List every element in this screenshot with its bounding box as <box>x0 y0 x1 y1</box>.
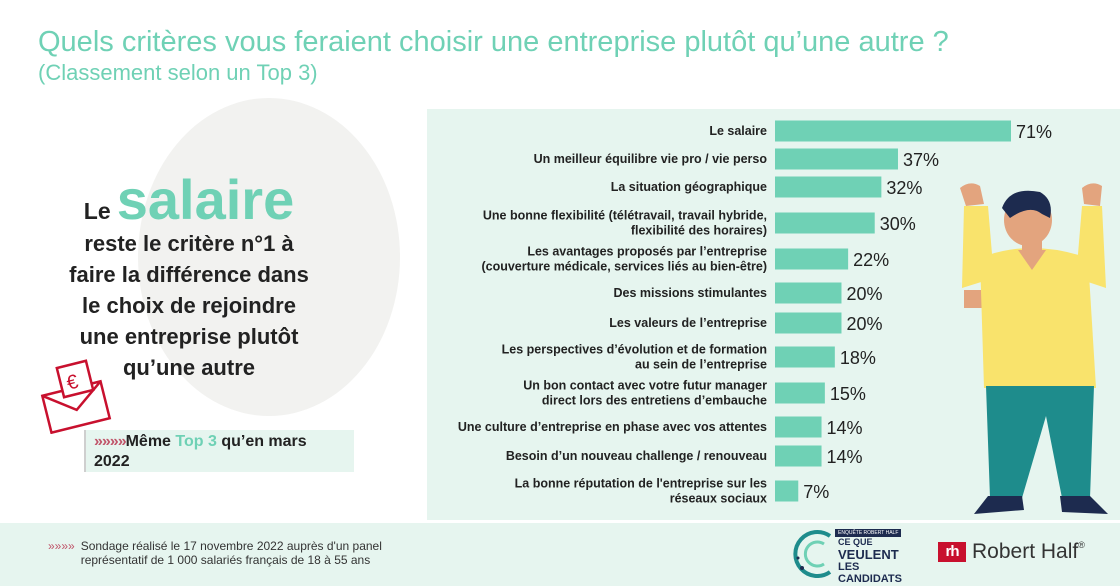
background-blob <box>138 98 400 416</box>
data-label: 37% <box>903 150 939 170</box>
cqvlc-line: CE QUE <box>838 537 873 547</box>
data-label: 15% <box>830 384 866 404</box>
data-label: 71% <box>1016 122 1052 142</box>
headline-lead: Le <box>83 198 111 224</box>
cqvlc-badge: ENQUÊTE ROBERT HALF <box>835 529 902 537</box>
callout-highlight: Top 3 <box>175 433 217 450</box>
headline-line: faire la différence dans <box>69 262 309 287</box>
data-label: 20% <box>846 284 882 304</box>
headline: Le salaire reste le critère n°1 à faire … <box>30 172 348 383</box>
bar <box>775 312 842 334</box>
cqvlc-arc-icon <box>793 530 832 578</box>
headline-line: reste le critère n°1 à <box>84 231 294 256</box>
headline-line: qu’une autre <box>122 355 255 380</box>
headline-keyword: salaire <box>116 168 295 231</box>
category-label: réseaux sociaux <box>670 492 767 506</box>
category-label: Une culture d’entreprise en phase avec v… <box>458 420 767 434</box>
callout-text: qu’en mars <box>216 433 307 450</box>
cqvlc-line: VEULENT <box>838 547 899 562</box>
category-label: Besoin d’un nouveau challenge / renouvea… <box>506 449 767 463</box>
bar-chart: Le salaire 71% Un meilleur équilibre vie p… <box>427 109 1120 520</box>
category-label: Un meilleur équilibre vie pro / vie pers… <box>534 152 768 166</box>
bar <box>775 445 822 467</box>
bar-chart-svg: Le salaire 71% Un meilleur équilibre vie p… <box>458 120 1052 506</box>
footnote-line: Sondage réalisé le 17 novembre 2022 aupr… <box>80 539 382 553</box>
category-label: Des missions stimulantes <box>613 286 767 300</box>
bar <box>775 346 835 368</box>
category-label: Un bon contact avec votre futur manager <box>523 379 767 393</box>
category-label: Les avantages proposés par l’entreprise <box>527 245 767 259</box>
bar <box>775 416 822 438</box>
data-label: 30% <box>880 214 916 234</box>
bar <box>775 212 875 234</box>
double-chevron-arrows-icon: »»»» <box>94 433 127 450</box>
data-label: 18% <box>840 348 876 368</box>
callout-text: Même <box>125 433 176 450</box>
data-label: 20% <box>846 314 882 334</box>
headline-line: une entreprise plutôt <box>79 324 299 349</box>
data-label: 32% <box>886 178 922 198</box>
rh-registered: ® <box>1078 540 1085 550</box>
bar <box>775 248 849 270</box>
footer-bar <box>0 521 1120 586</box>
data-label: 22% <box>853 250 889 270</box>
category-label: (couverture médicale, services liés au b… <box>481 260 767 274</box>
callout-year: 2022 <box>94 453 130 470</box>
bar <box>775 480 799 502</box>
bar <box>775 282 842 304</box>
bar <box>775 120 1011 142</box>
headline-line: le choix de rejoindre <box>82 293 296 318</box>
data-label: 14% <box>827 418 863 438</box>
category-label: La situation géographique <box>611 180 767 194</box>
ce-que-veulent-les-candidats-logo: ENQUÊTE ROBERT HALF CE QUE VEULENT LES C… <box>790 528 902 585</box>
svg-text:€: € <box>64 371 80 395</box>
category-label: Les valeurs de l’entreprise <box>609 316 767 330</box>
page-subtitle: (Classement selon un Top 3) <box>38 60 318 85</box>
category-label: Le salaire <box>709 124 767 138</box>
callout-box: »»»»Même Top 3 qu’en mars 2022 <box>84 430 354 472</box>
cqvlc-line: LES CANDIDATS <box>838 561 902 585</box>
footnote-line: représentatif de 1 000 salariés français… <box>80 553 371 567</box>
cheering-person-illustration <box>960 183 1108 514</box>
page-title: Quels critères vous feraient choisir une… <box>38 26 949 58</box>
category-label: Une bonne flexibilité (télétravail, trav… <box>483 209 767 223</box>
bar <box>775 176 882 198</box>
survey-footnote: »»»» Sondage réalisé le 17 novembre 2022 … <box>48 539 382 567</box>
rh-name: Robert Half <box>972 540 1079 563</box>
category-label: au sein de l’entreprise <box>635 358 767 372</box>
category-label: direct lors des entretiens d’embauche <box>542 394 767 408</box>
data-label: 14% <box>827 447 863 467</box>
category-label: flexibilité des horaires) <box>631 224 767 238</box>
bar <box>775 148 898 170</box>
double-chevron-arrows-icon: »»»» <box>48 539 75 553</box>
data-label: 7% <box>803 482 829 502</box>
euro-envelope-icon: € <box>40 359 112 434</box>
category-label: Les perspectives d’évolution et de forma… <box>502 343 767 357</box>
category-label: La bonne réputation de l'entreprise sur … <box>515 477 767 491</box>
bar <box>775 382 825 404</box>
rh-mark-icon: rh <box>938 542 966 562</box>
